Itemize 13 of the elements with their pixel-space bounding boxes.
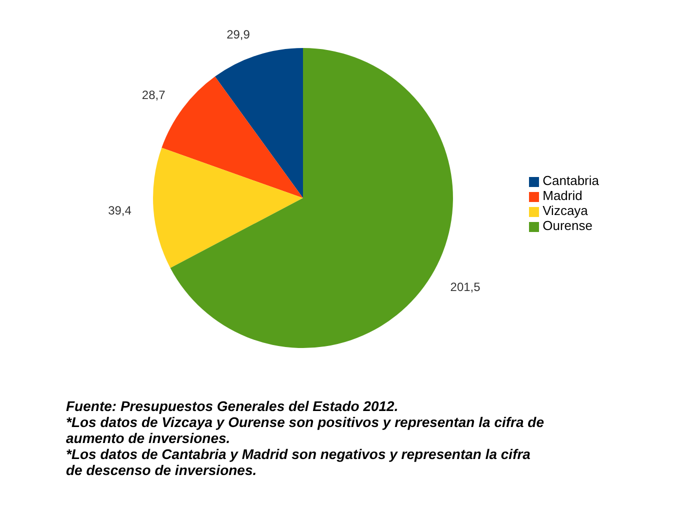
source-note: Fuente: Presupuestos Generales del Estado 2012. (66, 398, 400, 414)
pie-slice (214, 48, 303, 198)
legend-label: Cantabria (542, 173, 599, 188)
text: *Los datos de Cantabria y Madrid son negativos y representan la cifra de descenso de inversiones. (66, 446, 532, 478)
data-label: 28,7 (142, 88, 166, 102)
data-label: 201,5 (450, 280, 481, 294)
pie-slice (153, 148, 303, 268)
legend-label: Vizcaya (542, 203, 588, 218)
text: *Los datos de Vizcaya y Ourense son positivos y representan la cifra de aumento de inversiones. (66, 414, 545, 446)
legend-label: Madrid (542, 188, 582, 203)
data-label: 29,9 (226, 27, 250, 42)
data-label: 39,4 (108, 203, 132, 218)
legend-label: Ourense (542, 218, 592, 233)
